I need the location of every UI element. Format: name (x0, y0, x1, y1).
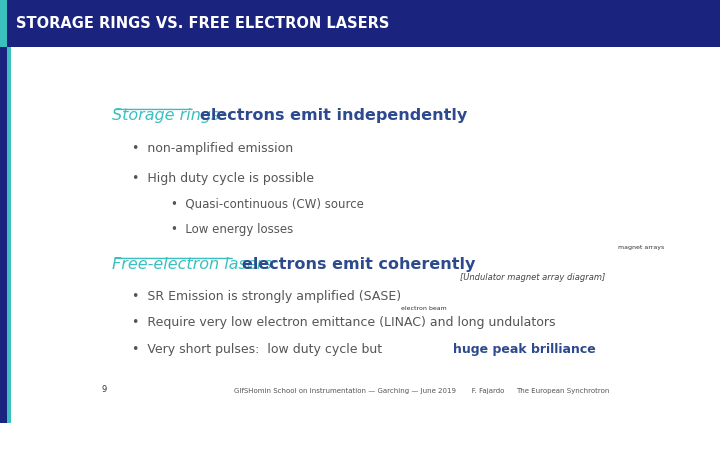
Text: Free-electron lasers:: Free-electron lasers: (112, 256, 277, 272)
Text: •  Quasi-continuous (CW) source: • Quasi-continuous (CW) source (171, 198, 364, 211)
Text: •  non-amplified emission: • non-amplified emission (132, 142, 293, 155)
Text: electrons emit coherently: electrons emit coherently (242, 256, 475, 272)
Text: •  Require very low electron emittance (LINAC) and long undulators: • Require very low electron emittance (L… (132, 315, 555, 328)
Text: •  SR Emission is strongly amplified (SASE): • SR Emission is strongly amplified (SAS… (132, 290, 401, 302)
Text: STORAGE RINGS VS. FREE ELECTRON LASERS: STORAGE RINGS VS. FREE ELECTRON LASERS (16, 16, 390, 32)
Text: [Undulator magnet array diagram]: [Undulator magnet array diagram] (460, 273, 606, 283)
Text: •  Very short pulses:  low duty cycle but: • Very short pulses: low duty cycle but (132, 343, 386, 356)
Text: •  High duty cycle is possible: • High duty cycle is possible (132, 172, 314, 185)
Text: 9: 9 (101, 385, 107, 394)
Text: magnet arrays: magnet arrays (618, 244, 664, 250)
Text: [Aerial photo
of synchrotron]: [Aerial photo of synchrotron] (519, 115, 593, 137)
Text: electron beam: electron beam (402, 306, 447, 311)
Text: electrons emit independently: electrons emit independently (200, 108, 468, 123)
Text: •  Low energy losses: • Low energy losses (171, 223, 293, 236)
Text: GIfSHomin School on Instrumentation — Garching — June 2019       F. Fajardo: GIfSHomin School on Instrumentation — Ga… (234, 388, 504, 394)
Text: The European Synchrotron: The European Synchrotron (516, 388, 609, 394)
Text: huge peak brilliance: huge peak brilliance (453, 343, 595, 356)
Text: Storage rings:: Storage rings: (112, 108, 225, 123)
